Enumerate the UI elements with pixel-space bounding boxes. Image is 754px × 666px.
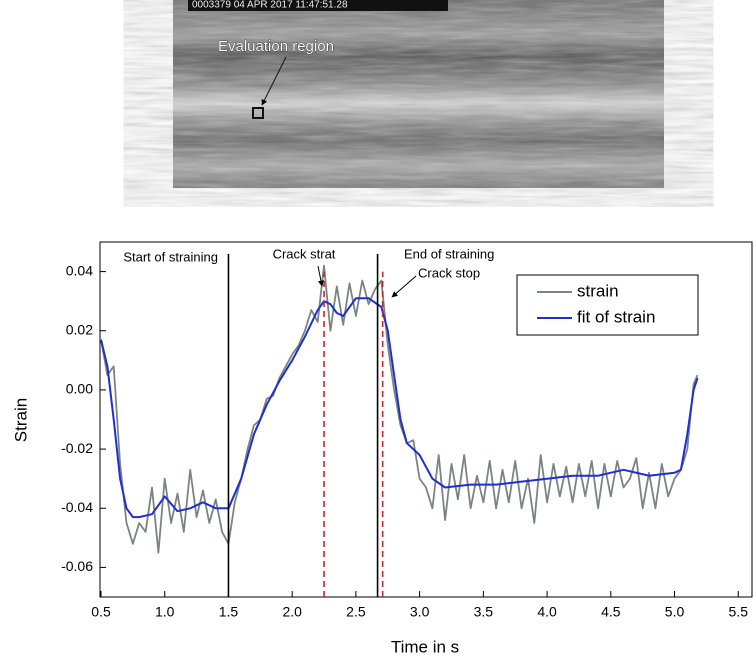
- y-tick-label: 0.02: [66, 321, 93, 337]
- x-tick-label: 1.5: [219, 604, 239, 620]
- y-tick-label: 0.00: [66, 381, 93, 397]
- x-tick-label: 5.5: [729, 604, 749, 620]
- y-tick-label: 0.04: [66, 262, 93, 278]
- legend-box: [516, 274, 699, 336]
- series-line: [100, 264, 699, 554]
- plot-frame: [99, 241, 753, 598]
- series-line: [100, 297, 699, 519]
- x-tick-label: 5.0: [665, 604, 685, 620]
- image-texture: [173, 0, 664, 188]
- x-tick-label: 2.0: [282, 604, 302, 620]
- x-tick-label: 4.0: [537, 604, 557, 620]
- event-label: Start of straining: [123, 249, 218, 264]
- x-tick-label: 2.5: [346, 604, 366, 620]
- y-tick-label: -0.04: [61, 499, 93, 515]
- region-box: [252, 107, 264, 119]
- event-label: Crack strat: [273, 246, 336, 261]
- y-axis-label: Strain: [11, 398, 30, 442]
- x-tick-label: 4.5: [601, 604, 621, 620]
- legend-label: fit of strain: [577, 307, 655, 326]
- x-tick-label: 3.5: [474, 604, 494, 620]
- region-label: Evaluation region: [218, 38, 334, 55]
- x-tick-label: 0.5: [91, 604, 111, 620]
- event-arrow: [391, 275, 417, 298]
- x-axis-label: Time in s: [391, 637, 459, 656]
- event-label: Crack stop: [418, 265, 480, 280]
- legend-label: strain: [577, 281, 619, 300]
- x-tick-label: 1.0: [155, 604, 175, 620]
- x-tick-label: 3.0: [410, 604, 430, 620]
- event-label: End of straining: [404, 246, 494, 261]
- event-arrow: [317, 265, 324, 287]
- timestamp: 0003379 04 APR 2017 11:47:51.28: [192, 0, 348, 11]
- region-arrow: [261, 56, 287, 106]
- y-tick-label: -0.02: [61, 440, 93, 456]
- specimen-image: 0003379 04 APR 2017 11:47:51.28 Evaluati…: [173, 0, 664, 188]
- timestamp-bar: [188, 0, 448, 11]
- y-tick-label: -0.06: [61, 558, 93, 574]
